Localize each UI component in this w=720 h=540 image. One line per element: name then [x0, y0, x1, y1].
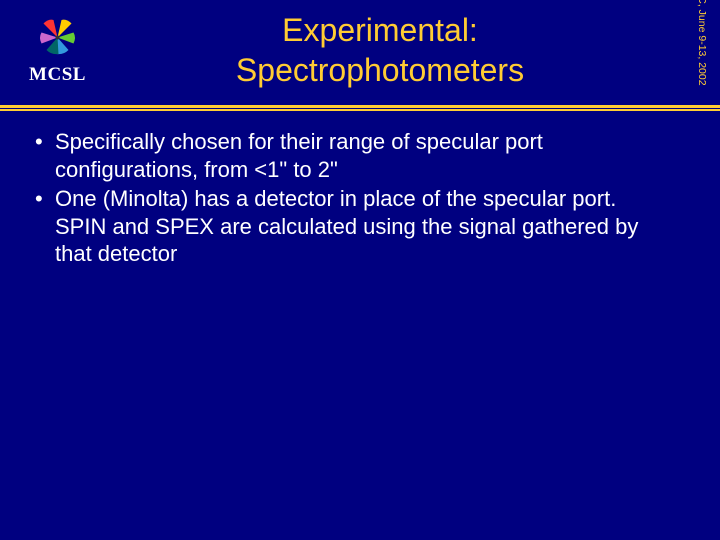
- conference-footer: Fourth Oxford Conference on Spectrometry…: [696, 0, 708, 135]
- title-line-1: Experimental:: [282, 12, 478, 48]
- logo-container: MCSL: [15, 15, 100, 86]
- mcsl-pinwheel-logo-icon: [30, 15, 85, 60]
- title-line-2: Spectrophotometers: [236, 52, 524, 88]
- slide-body: Specifically chosen for their range of s…: [0, 108, 720, 290]
- bullet-item: Specifically chosen for their range of s…: [30, 128, 670, 183]
- slide-header: MCSL Experimental: Spectrophotometers: [0, 0, 720, 108]
- logo-label: MCSL: [29, 64, 86, 86]
- slide-title: Experimental: Spectrophotometers: [100, 10, 700, 90]
- bullet-list: Specifically chosen for their range of s…: [30, 128, 670, 268]
- bullet-item: One (Minolta) has a detector in place of…: [30, 185, 670, 268]
